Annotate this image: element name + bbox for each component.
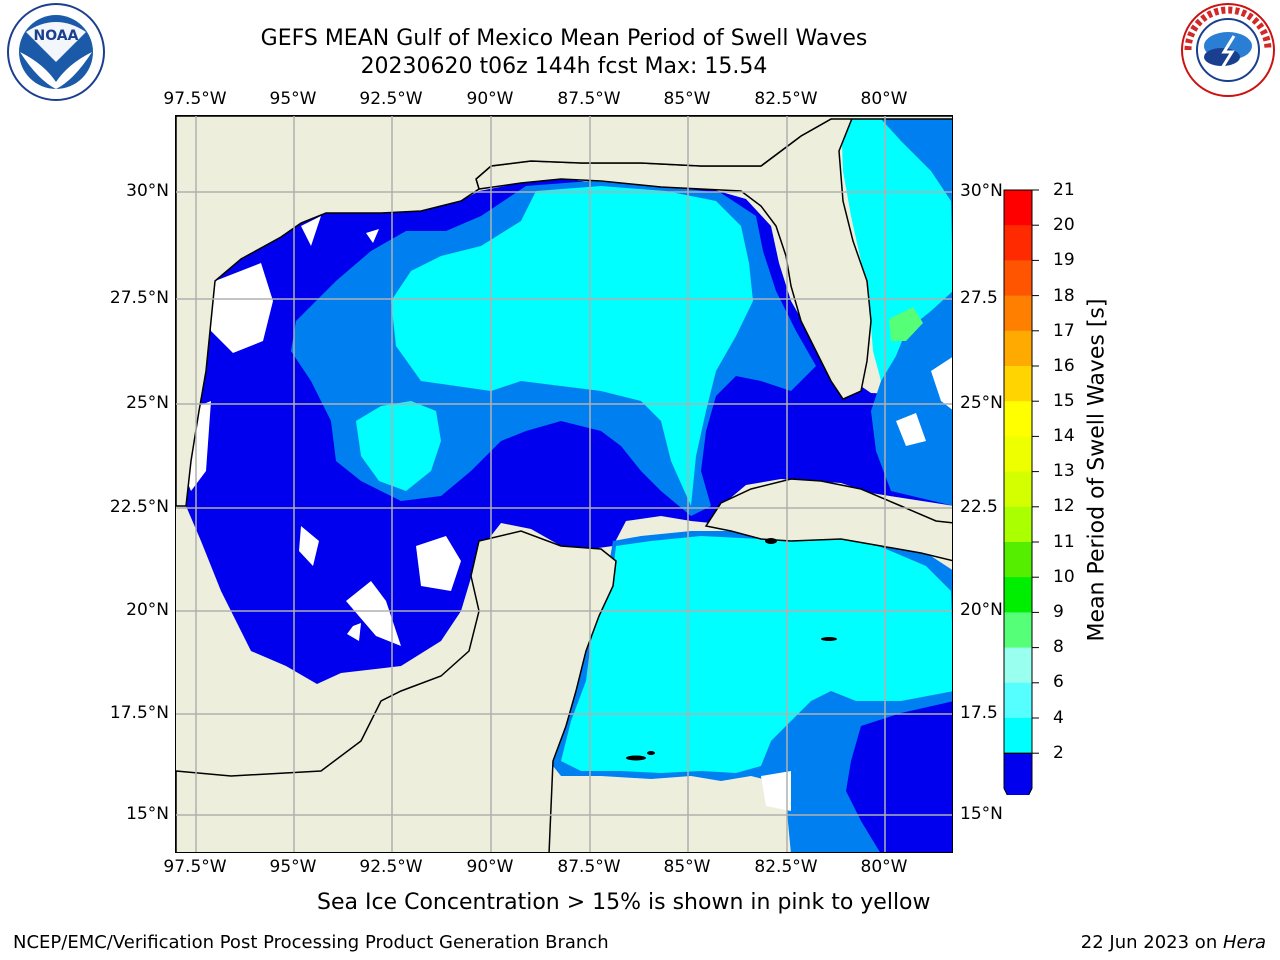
- lon-label-bottom: 85°W: [663, 857, 711, 877]
- colorbar-tick: 18: [1053, 286, 1075, 306]
- lon-label-top: 85°W: [663, 89, 711, 109]
- island-marks: [626, 538, 837, 761]
- footer-machine: Hera: [1222, 932, 1266, 953]
- colorbar-segment: [1004, 506, 1032, 543]
- colorbar-tick: 21: [1053, 180, 1075, 200]
- colorbar-tick: 13: [1053, 461, 1075, 481]
- colorbar-tick: 19: [1053, 250, 1075, 270]
- noaa-logo-icon: NOAA: [7, 3, 105, 101]
- colorbar-extend-arrow: [1003, 752, 1033, 795]
- colorbar-tick: 8: [1053, 637, 1064, 657]
- colorbar-segment: [1004, 542, 1032, 578]
- lat-label-right: 30°N: [960, 181, 1003, 201]
- lat-label-left: 30°N: [126, 181, 169, 201]
- lon-label-bottom: 90°W: [466, 857, 514, 877]
- lon-label-top: 87.5°W: [557, 89, 621, 109]
- nws-logo: [1178, 2, 1278, 106]
- colorbar-segment: [1004, 612, 1032, 649]
- lat-label-left: 15°N: [126, 804, 169, 824]
- sea-ice-note: Sea Ice Concentration > 15% is shown in …: [317, 890, 931, 915]
- colorbar: [1003, 189, 1039, 795]
- lon-label-bottom: 80°W: [860, 857, 908, 877]
- colorbar-tick: 10: [1053, 567, 1075, 587]
- swell-period-map: [176, 116, 952, 852]
- lat-label-right: 15°N: [960, 804, 1003, 824]
- colorbar-segment: [1004, 436, 1032, 473]
- footer-date-text: 22 Jun 2023 on: [1080, 932, 1223, 953]
- colorbar-segment: [1004, 260, 1032, 297]
- lon-label-top: 90°W: [466, 89, 514, 109]
- map-subtitle: 20230620 t06z 144h fcst Max: 15.54: [360, 54, 768, 79]
- colorbar-tick: 4: [1053, 708, 1064, 728]
- lon-label-top: 95°W: [269, 89, 317, 109]
- footer-date: 22 Jun 2023 on Hera: [1081, 932, 1266, 953]
- colorbar-tick: 11: [1053, 532, 1075, 552]
- lat-label-left: 20°N: [126, 600, 169, 620]
- colorbar-segment: [1004, 471, 1032, 508]
- colorbar-tick: 6: [1053, 672, 1064, 692]
- map-title: GEFS MEAN Gulf of Mexico Mean Period of …: [260, 26, 868, 51]
- lon-label-bottom: 82.5°W: [754, 857, 818, 877]
- lat-label-right: 17.5: [960, 703, 998, 723]
- field-gulf-6-8: [391, 186, 753, 506]
- lat-label-left: 22.5°N: [109, 497, 169, 517]
- colorbar-segment: [1004, 366, 1032, 402]
- colorbar-segment: [1004, 295, 1032, 332]
- lon-label-bottom: 95°W: [269, 857, 317, 877]
- colorbar-tick: 14: [1053, 426, 1075, 446]
- field-gulf-6-8-south: [356, 401, 441, 491]
- colorbar-segment: [1004, 577, 1032, 613]
- lon-label-bottom: 92.5°W: [359, 857, 423, 877]
- lon-label-bottom: 87.5°W: [557, 857, 621, 877]
- lat-label-right: 20°N: [960, 600, 1003, 620]
- lat-label-left: 25°N: [126, 393, 169, 413]
- colorbar-tick: 12: [1053, 496, 1075, 516]
- noaa-logo: NOAA: [4, 2, 108, 110]
- colorbar-tick: 17: [1053, 321, 1075, 341]
- lat-label-right: 27.5: [960, 288, 998, 308]
- colorbar-tick: 20: [1053, 215, 1075, 235]
- nws-logo-icon: [1181, 3, 1275, 97]
- field-atlantic-9-10: [889, 307, 923, 341]
- svg-text:NOAA: NOAA: [34, 28, 79, 44]
- lat-label-right: 22.5: [960, 497, 998, 517]
- lon-label-bottom: 97.5°W: [163, 857, 227, 877]
- lat-label-left: 17.5°N: [109, 703, 169, 723]
- lat-label-left: 27.5°N: [109, 288, 169, 308]
- colorbar-segment: [1004, 718, 1032, 754]
- field-atlantic-6-8: [841, 119, 952, 381]
- footer-credit: NCEP/EMC/Verification Post Processing Pr…: [13, 932, 609, 953]
- colorbar-segment: [1004, 190, 1032, 226]
- map-panel: [175, 115, 953, 853]
- colorbar-label: Mean Period of Swell Waves [s]: [1084, 298, 1110, 642]
- lon-label-top: 82.5°W: [754, 89, 818, 109]
- colorbar-segment: [1004, 225, 1032, 261]
- colorbar-tick: 2: [1053, 743, 1064, 763]
- colorbar-segment: [1004, 682, 1032, 719]
- lon-label-top: 97.5°W: [163, 89, 227, 109]
- colorbar-tick: 16: [1053, 356, 1075, 376]
- colorbar-segment: [1004, 401, 1032, 437]
- colorbar-tick: 9: [1053, 602, 1064, 622]
- lon-label-top: 92.5°W: [359, 89, 423, 109]
- lon-label-top: 80°W: [860, 89, 908, 109]
- colorbar-segment: [1004, 330, 1032, 367]
- graticule: [176, 116, 952, 852]
- colorbar-segment: [1004, 647, 1032, 684]
- missing-data-patches: [183, 216, 952, 811]
- colorbar-tick: 15: [1053, 391, 1075, 411]
- lat-label-right: 25°N: [960, 393, 1003, 413]
